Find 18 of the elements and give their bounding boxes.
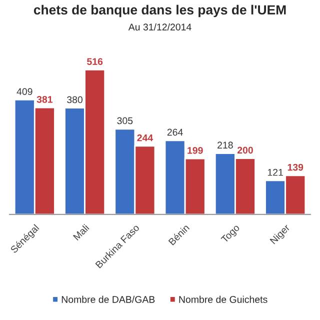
data-label: 409 (16, 88, 32, 96)
data-label: 381 (36, 96, 53, 103)
data-label: 121 (268, 168, 283, 176)
legend-label: Nombre de DAB/GAB (62, 296, 155, 303)
data-label: 305 (117, 117, 133, 124)
data-label: 200 (237, 146, 253, 154)
legend-label: Nombre de Guichets (179, 296, 268, 303)
chart-title: chets de banque dans les pays de l'UEM (34, 4, 286, 18)
data-label: 218 (218, 142, 233, 149)
data-label: 516 (87, 58, 103, 66)
data-label: 380 (67, 96, 83, 104)
data-label: 264 (167, 128, 183, 136)
x-tick-label: Mali (72, 224, 90, 241)
x-tick-label: Togo (220, 224, 242, 245)
data-label: 244 (137, 134, 154, 142)
data-label: 199 (188, 147, 203, 154)
chart-subtitle: Au 31/12/2014 (128, 23, 192, 30)
data-label: 139 (288, 164, 304, 171)
